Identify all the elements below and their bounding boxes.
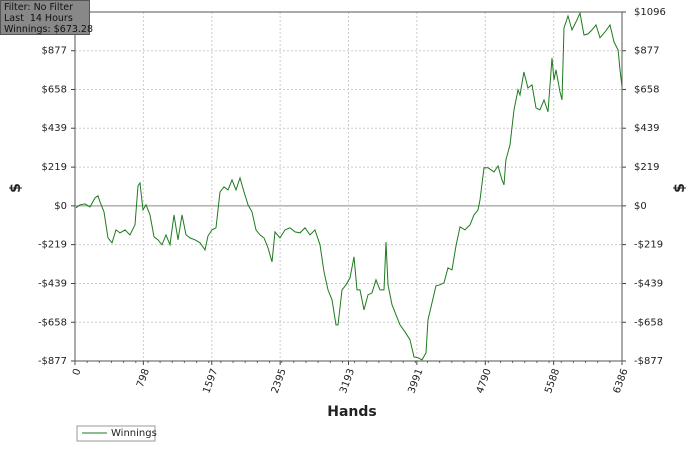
x-tick-label: 4790 (475, 367, 494, 395)
x-tick-label: 2395 (270, 367, 289, 395)
y-tick-label: $0 (54, 201, 67, 212)
y-tick-label: -$219 (38, 240, 67, 251)
info-box: Filter: No Filter Last 14 Hours Winnings: … (0, 0, 94, 35)
y2-tick-label: $658 (634, 84, 659, 95)
info-line: Last 14 Hours (4, 13, 73, 24)
y2-tick-label: $877 (634, 46, 659, 57)
y2-tick-label: $219 (634, 162, 659, 173)
x-tick-label: 798 (135, 367, 152, 389)
x-tick-label: 3991 (406, 367, 425, 395)
y2-tick-label: -$877 (634, 356, 663, 367)
legend-label: Winnings (111, 428, 157, 439)
y-tick-label: -$658 (38, 317, 67, 328)
x-tick-label: 0 (71, 367, 84, 377)
x-tick-label: 5588 (543, 367, 562, 395)
y2-tick-label: -$219 (634, 240, 663, 251)
x-tick-label: 6386 (612, 367, 631, 395)
y-tick-label: $658 (42, 84, 67, 95)
y-tick-label: -$877 (38, 356, 67, 367)
legend (76, 425, 156, 442)
y2-tick-label: $1096 (634, 7, 666, 18)
x-tick-label: 1597 (201, 367, 220, 395)
plot-border (74, 11, 623, 362)
y-tick-label: $439 (42, 123, 67, 134)
y-axis-label: $ (8, 183, 24, 193)
plot-area (75, 12, 622, 361)
info-line: Winnings: $673.28 (4, 24, 94, 35)
y-tick-label: $219 (42, 162, 67, 173)
info-line: Filter: No Filter (4, 2, 74, 13)
y2-tick-label: $439 (634, 123, 659, 134)
x-axis-label: Hands (327, 404, 377, 420)
y2-tick-label: -$439 (634, 279, 663, 290)
y-tick-label: -$439 (38, 279, 67, 290)
y2-axis-label: $ (672, 183, 688, 193)
x-tick-label: 3193 (338, 367, 357, 395)
y-tick-label: $877 (42, 46, 67, 57)
y2-tick-label: -$658 (634, 317, 663, 328)
y2-tick-label: $0 (634, 201, 647, 212)
line (75, 11, 623, 361)
